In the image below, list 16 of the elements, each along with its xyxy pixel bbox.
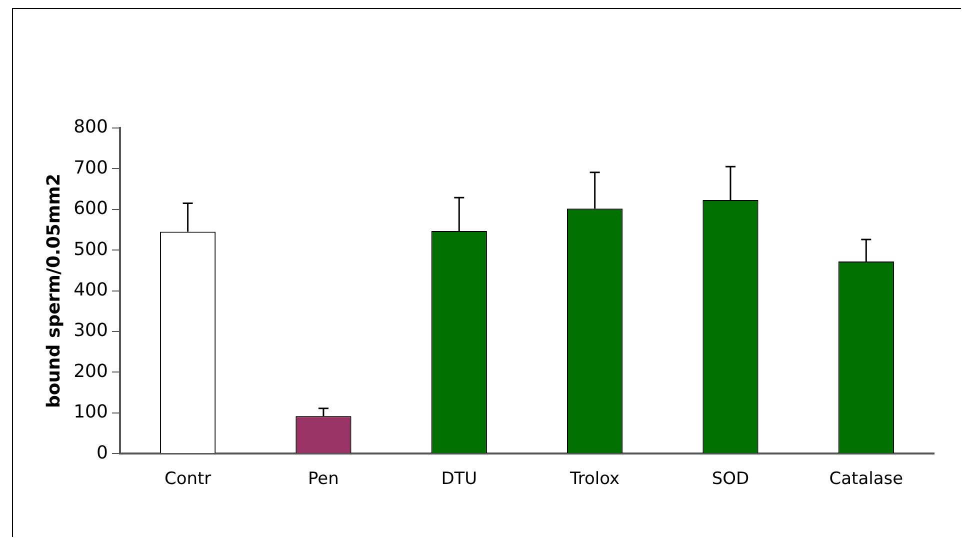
y-tick-label: 800 — [74, 116, 108, 138]
y-axis-title: bound sperm/0.05mm2 — [43, 174, 64, 408]
y-tick-label: 500 — [74, 238, 108, 260]
x-tick-label: Catalase — [829, 469, 904, 490]
x-tick-label: DTU — [441, 469, 478, 490]
y-tick-label: 600 — [74, 198, 108, 220]
y-tick-label: 300 — [74, 320, 108, 342]
y-tick-label: 0 — [96, 442, 108, 464]
y-tick-label: 100 — [74, 402, 108, 423]
x-tick-label: SOD — [712, 469, 750, 490]
x-tick-label: Trolox — [569, 469, 620, 490]
y-tick-label: 200 — [74, 360, 108, 382]
x-tick-label: Contr — [164, 469, 212, 490]
x-tick-label: Pen — [308, 469, 339, 490]
y-tick-label: 400 — [74, 279, 108, 300]
y-tick-label: 700 — [74, 157, 108, 178]
